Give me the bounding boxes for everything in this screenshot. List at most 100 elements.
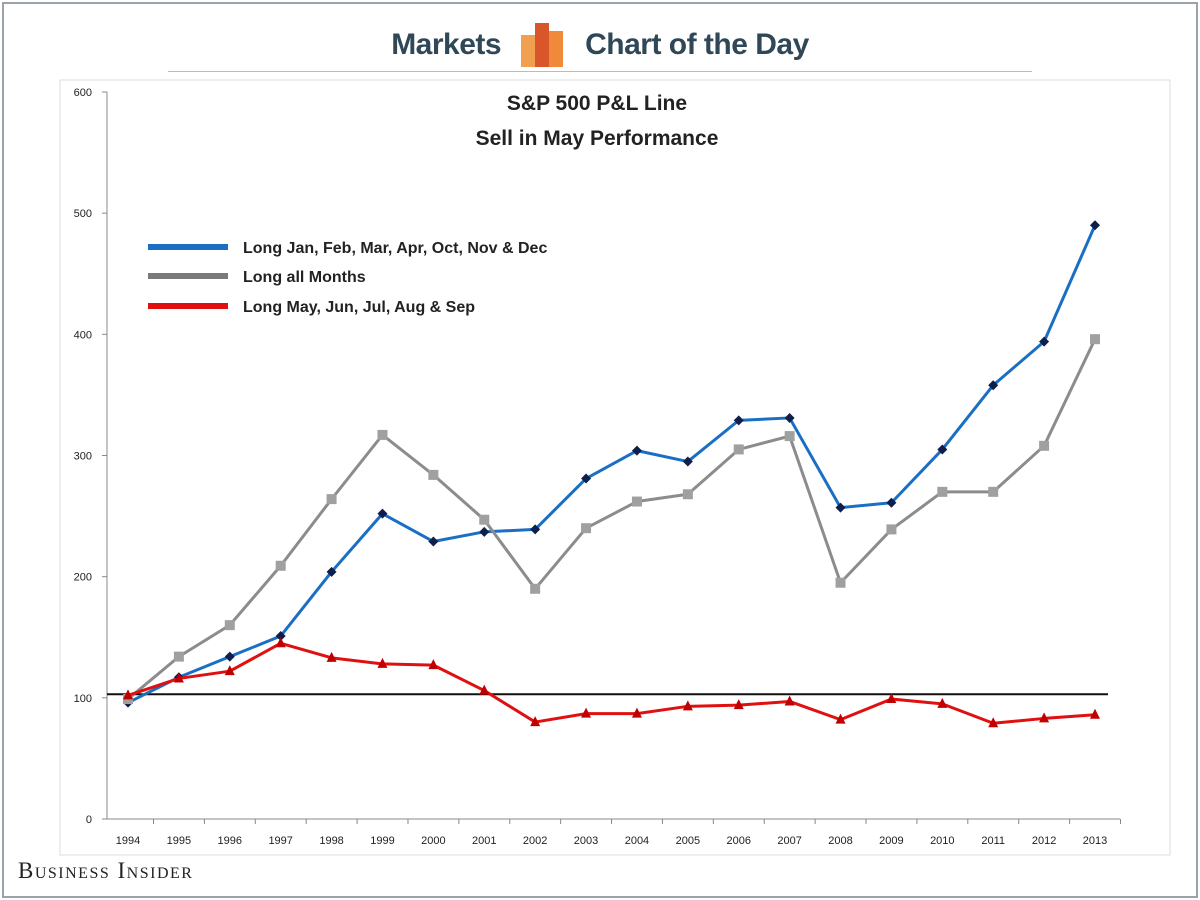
x-tick-label: 2013 [1083,835,1107,847]
data-point [326,494,337,505]
data-point [224,651,235,662]
data-point [530,716,541,727]
x-tick-label: 2010 [930,835,954,847]
y-tick-label: 400 [74,329,92,341]
series-line [127,224,1097,705]
data-point [1039,336,1050,347]
data-point [1090,708,1100,719]
data-point [784,412,795,423]
data-point [377,508,388,519]
header-chart-of-the-day: Chart of the Day [585,28,809,61]
x-tick-label: 2004 [625,835,649,847]
header: Markets Chart of the Day [0,22,1200,68]
data-point [1039,440,1050,451]
data-point [326,651,337,662]
x-tick-label: 1994 [116,835,140,847]
header-divider [168,71,1032,72]
data-point [275,560,286,571]
data-point [581,473,592,484]
legend-label: Long Jan, Feb, Mar, Apr, Oct, Nov & Dec [243,240,547,257]
header-markets: Markets [391,28,502,61]
data-point [530,583,541,594]
data-point [835,502,846,513]
data-point [784,431,795,442]
data-point [224,665,235,676]
data-point [886,524,897,535]
data-point [631,445,642,456]
x-tick-label: 2002 [523,835,547,847]
legend-label: Long May, Jun, Jul, Aug & Sep [243,299,475,316]
chart-subtitle: Sell in May Performance [476,127,719,150]
y-tick-label: 500 [74,208,92,220]
data-point [479,514,490,525]
y-tick-label: 0 [86,814,92,826]
series-1 [123,334,1100,705]
x-tick-label: 2001 [472,835,496,847]
data-point [937,697,948,708]
data-point [428,536,439,547]
y-tick-label: 600 [74,87,92,99]
data-point [173,672,184,683]
data-point [581,523,592,534]
data-point [988,380,999,391]
data-point [682,489,693,500]
data-point [377,429,388,440]
data-point [835,713,846,724]
data-point [224,620,235,631]
data-point [988,717,999,728]
data-point [631,707,642,718]
data-point [173,651,184,662]
y-tick-label: 200 [74,572,92,584]
x-tick-label: 1997 [268,835,292,847]
x-tick-label: 2006 [726,835,750,847]
x-tick-label: 2012 [1032,835,1056,847]
x-tick-label: 2009 [879,835,903,847]
x-tick-label: 1999 [370,835,394,847]
data-point [682,700,693,711]
data-point [988,486,999,497]
data-point [631,496,642,507]
data-point [937,486,948,497]
legend-label: Long all Months [243,269,366,286]
data-point [377,657,388,668]
x-tick-label: 1995 [167,835,191,847]
data-point [733,415,744,426]
series-2 [123,637,1100,728]
bar-chart-logo-icon [521,23,565,67]
data-point [886,497,897,508]
data-point [581,707,592,718]
x-tick-label: 2011 [981,835,1005,847]
data-point [123,689,133,700]
data-point [275,631,286,642]
x-tick-label: 1996 [218,835,242,847]
y-tick-label: 100 [74,693,92,705]
data-point [428,469,439,480]
x-tick-label: 2000 [421,835,445,847]
data-point [428,659,439,670]
data-point [479,684,490,695]
data-point [733,444,744,455]
x-tick-label: 2007 [777,835,801,847]
series-line [127,338,1097,701]
data-point [886,693,897,704]
data-point [784,695,795,706]
series-line [127,641,1096,725]
data-point [733,699,744,710]
chart-background [59,79,1171,856]
data-point [275,637,286,648]
data-point [937,444,948,455]
data-point [530,524,541,535]
x-tick-label: 1998 [319,835,343,847]
data-point [1090,220,1100,231]
x-tick-label: 2005 [676,835,700,847]
data-point [479,526,490,537]
business-insider-brand: Business Insider [18,858,194,883]
x-tick-label: 2008 [828,835,852,847]
y-tick-label: 300 [74,451,92,463]
data-point [1039,712,1050,723]
x-tick-label: 2003 [574,835,598,847]
data-point [1090,334,1100,345]
data-point [682,456,693,467]
